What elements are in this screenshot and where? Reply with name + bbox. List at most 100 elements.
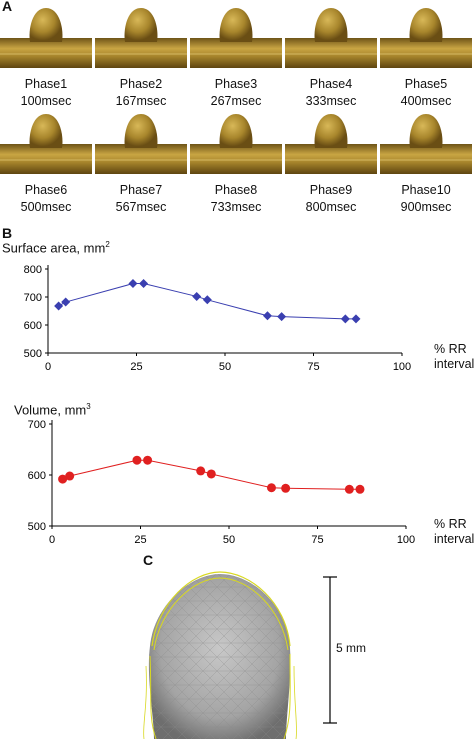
x-tick-label: 100 bbox=[393, 361, 411, 373]
data-point bbox=[355, 484, 365, 494]
y-tick-label: 700 bbox=[24, 292, 42, 304]
x-tick-label: 75 bbox=[307, 361, 319, 373]
phase-panel-3: Phase3 267msec bbox=[190, 2, 282, 112]
data-point bbox=[344, 484, 354, 494]
volume-title-text: Volume, mm bbox=[14, 402, 87, 418]
data-point bbox=[192, 291, 202, 301]
phase-time: 400msec bbox=[400, 94, 452, 108]
panel-b-letter: B bbox=[2, 225, 13, 241]
x-tick-label: 25 bbox=[130, 361, 142, 373]
data-point bbox=[206, 469, 216, 479]
phase-panel-8: Phase8 733msec bbox=[190, 108, 282, 218]
data-point bbox=[202, 295, 212, 305]
aneurysm-render-icon bbox=[380, 114, 472, 174]
phase-panel-5: Phase5 400msec bbox=[380, 2, 472, 112]
x-tick-label: 50 bbox=[223, 534, 235, 546]
volume-title: Volume, mm3 bbox=[14, 402, 91, 417]
phase-time: 167msec bbox=[115, 94, 167, 108]
aneurysm-render-icon bbox=[285, 8, 377, 68]
phase-panel-7: Phase7 567msec bbox=[95, 108, 187, 218]
phase-label: Phase8 bbox=[214, 183, 258, 197]
phase-time: 100msec bbox=[20, 94, 72, 108]
aneurysm-render-icon bbox=[95, 114, 187, 174]
data-point bbox=[54, 301, 64, 311]
phase-time: 267msec bbox=[210, 94, 262, 108]
x-tick-label: 75 bbox=[311, 534, 323, 546]
phase-time: 733msec bbox=[210, 200, 262, 214]
aneurysm-render-icon bbox=[0, 8, 92, 68]
data-point bbox=[277, 312, 287, 322]
aneurysm-render-icon bbox=[380, 8, 472, 68]
y-tick-label: 600 bbox=[28, 470, 46, 482]
aneurysm-render-icon bbox=[0, 114, 92, 174]
volume-xlabel-line1: % RR bbox=[434, 517, 467, 531]
aneurysm-render-icon bbox=[190, 114, 282, 174]
data-point bbox=[266, 483, 276, 493]
data-point bbox=[351, 314, 361, 324]
y-tick-label: 700 bbox=[28, 419, 46, 431]
phase-label: Phase6 bbox=[24, 183, 68, 197]
volume-title-sup: 3 bbox=[86, 402, 91, 411]
aneurysm-render-icon bbox=[95, 8, 187, 68]
surface-area-xlabel: % RR interval bbox=[434, 342, 474, 372]
phase-label: Phase2 bbox=[119, 77, 163, 91]
phase-panel-1: Phase1 100msec bbox=[0, 2, 92, 112]
data-point bbox=[196, 466, 206, 476]
surface-area-xlabel-line1: % RR bbox=[434, 342, 467, 356]
phase-time: 567msec bbox=[115, 200, 167, 214]
surface-area-chart: 500 600 700 800 0 25 50 75 100 bbox=[24, 264, 412, 373]
x-tick-label: 25 bbox=[134, 534, 146, 546]
panel-c-letter: C bbox=[143, 552, 154, 568]
phase-time: 900msec bbox=[400, 200, 452, 214]
data-point bbox=[262, 311, 272, 321]
surface-area-title-sup: 2 bbox=[105, 240, 110, 249]
phase-label: Phase5 bbox=[404, 77, 448, 91]
data-point bbox=[281, 483, 291, 493]
phase-panel-4: Phase4 333msec bbox=[285, 2, 377, 112]
scale-bar-label: 5 mm bbox=[336, 641, 366, 655]
x-tick-label: 50 bbox=[219, 361, 231, 373]
y-tick-label: 800 bbox=[24, 264, 42, 276]
scale-bar bbox=[323, 576, 337, 724]
x-tick-label: 0 bbox=[45, 361, 51, 373]
x-tick-label: 0 bbox=[49, 534, 55, 546]
x-tick-label: 100 bbox=[397, 534, 415, 546]
data-point bbox=[65, 471, 75, 481]
y-tick-label: 500 bbox=[24, 348, 42, 360]
phase-time: 800msec bbox=[305, 200, 357, 214]
aneurysm-render-icon bbox=[285, 114, 377, 174]
phase-label: Phase4 bbox=[309, 77, 353, 91]
phase-label: Phase3 bbox=[214, 77, 258, 91]
data-point bbox=[143, 455, 153, 465]
aneurysm-mesh-render bbox=[143, 571, 297, 739]
phase-panel-10: Phase10 900msec bbox=[380, 108, 472, 218]
phase-panel-2: Phase2 167msec bbox=[95, 2, 187, 112]
series-line bbox=[62, 459, 360, 490]
data-point bbox=[58, 474, 68, 484]
contour-line-1 bbox=[151, 571, 291, 647]
phase-panel-9: Phase9 800msec bbox=[285, 108, 377, 218]
y-tick-label: 500 bbox=[28, 521, 46, 533]
surface-area-title-text: Surface area, mm bbox=[2, 240, 106, 256]
volume-chart: 500 600 700 0 25 50 75 100 bbox=[28, 419, 416, 546]
aneurysm-render-icon bbox=[190, 8, 282, 68]
phase-label: Phase9 bbox=[309, 183, 353, 197]
phase-time: 333msec bbox=[305, 94, 357, 108]
data-point bbox=[132, 455, 142, 465]
data-point bbox=[340, 314, 350, 324]
y-tick-label: 600 bbox=[24, 320, 42, 332]
phase-time: 500msec bbox=[20, 200, 72, 214]
phase-label: Phase10 bbox=[401, 183, 451, 197]
phase-panel-6: Phase6 500msec bbox=[0, 108, 92, 218]
surface-area-xlabel-line2: interval bbox=[434, 357, 474, 371]
data-point bbox=[128, 279, 138, 289]
data-point bbox=[139, 279, 149, 289]
series-line bbox=[58, 283, 356, 320]
volume-xlabel: % RR interval bbox=[434, 517, 474, 547]
surface-area-title: Surface area, mm2 bbox=[2, 240, 110, 255]
phase-label: Phase7 bbox=[119, 183, 163, 197]
panel-a-letter: A bbox=[2, 0, 13, 14]
data-point bbox=[61, 297, 71, 307]
phase-label: Phase1 bbox=[24, 77, 68, 91]
volume-xlabel-line2: interval bbox=[434, 532, 474, 546]
